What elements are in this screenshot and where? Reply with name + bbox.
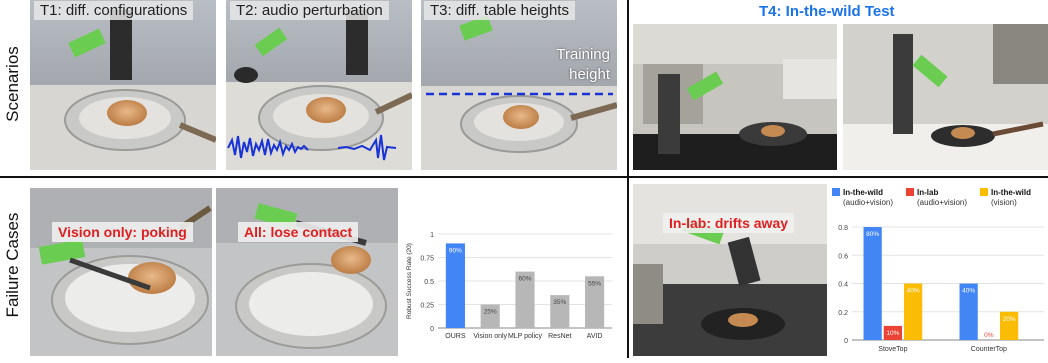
bar-data-label: 10% — [886, 330, 899, 337]
horizontal-divider — [0, 176, 1048, 178]
x-tick-label: ResNet — [548, 333, 571, 340]
legend-label: In-lab — [917, 188, 938, 197]
y-tick-label: 0.8 — [838, 225, 848, 232]
in-the-wild-photo-1 — [633, 24, 837, 170]
bar-data-label: 25% — [484, 309, 497, 316]
x-tick-label: StoveTop — [878, 346, 907, 353]
kitchen-scene-image — [226, 0, 412, 170]
failure-caption-in-lab: In-lab: drifts away — [663, 213, 795, 233]
robust-success-chart: Robust Success Rate (20) 0 0.25 0.5 0.75 1 90%… — [404, 226, 618, 356]
scenario-photo-t3 — [421, 0, 617, 170]
scenario-caption-t2: T2: audio perturbation — [230, 1, 389, 20]
failure-scene-image — [633, 184, 827, 356]
failure-caption-lose-contact: All: lose contact — [238, 222, 359, 242]
bar-data-label: 40% — [962, 288, 975, 295]
y-axis-label: Robust Success Rate (20) — [406, 243, 413, 319]
scenario-caption-t4: T4: In-the-wild Test — [759, 3, 895, 20]
y-tick-label: 0.6 — [838, 253, 848, 260]
wild-vs-lab-chart: In-the-wild (audio+vision) In-lab (audio+vi… — [830, 182, 1048, 358]
wild-vs-lab-chart-svg: In-the-wild(audio+vision)In-lab(audio+vi… — [832, 188, 1044, 353]
scenario-caption-t3: T3: diff. table heights — [424, 1, 575, 20]
failure-scene-image — [216, 188, 398, 356]
legend-label: In-the-wild — [991, 188, 1031, 197]
x-tick-label: OURS — [445, 333, 466, 340]
legend-sub-label: (audio+vision) — [843, 198, 893, 207]
y-tick-label: 0.25 — [420, 303, 434, 310]
bar-data-label: 0% — [984, 332, 994, 339]
y-tick-label: 0.5 — [424, 279, 434, 286]
legend-sub-label: (audio+vision) — [917, 198, 967, 207]
bar-data-label: 40% — [907, 288, 920, 295]
legend-swatch — [832, 188, 840, 196]
bar — [1000, 311, 1019, 340]
bar — [883, 325, 902, 340]
x-tick-label: CounterTop — [971, 346, 1007, 353]
scenario-photo-t2 — [226, 0, 412, 170]
bar — [585, 276, 605, 328]
robust-success-chart-svg: Robust Success Rate (20) 0 0.25 0.5 0.75 1 90%… — [406, 232, 612, 340]
bar-data-label: 20% — [1003, 316, 1016, 323]
in-the-wild-photo-2 — [843, 24, 1048, 170]
failure-photo-lose-contact — [216, 188, 398, 356]
y-tick-label: 0 — [844, 338, 848, 345]
bar — [550, 295, 570, 328]
failure-photo-vision-only — [30, 188, 212, 356]
failure-caption-vision-only: Vision only: poking — [52, 222, 193, 242]
y-tick-label: 0.4 — [838, 282, 848, 289]
y-tick-label: 1 — [430, 232, 434, 239]
kitchen-scene-image — [421, 0, 617, 170]
kitchen-scene-image — [30, 0, 216, 170]
bar-data-label: 80% — [866, 231, 879, 238]
bar-data-label: 35% — [553, 299, 566, 306]
bar-data-label: 60% — [518, 276, 531, 283]
x-tick-label: AVID — [587, 333, 603, 340]
legend-swatch — [906, 188, 914, 196]
legend-sub-label: (vision) — [991, 198, 1017, 207]
scenario-photo-t1 — [30, 0, 216, 170]
row-label-scenarios: Scenarios — [3, 46, 22, 122]
x-tick-label: Vision only — [473, 333, 507, 340]
training-height-annotation: Training height — [556, 46, 610, 83]
bar — [959, 283, 978, 340]
bar-data-label: 90% — [449, 247, 462, 254]
legend-swatch — [980, 188, 988, 196]
row-label-failure-cases: Failure Cases — [3, 212, 22, 318]
bar — [515, 271, 535, 328]
failure-scene-image — [30, 188, 212, 356]
y-tick-label: 0.2 — [838, 310, 848, 317]
failure-photo-in-lab — [633, 184, 827, 356]
bar — [480, 304, 500, 328]
y-tick-label: 0 — [430, 326, 434, 333]
bar-data-label: 55% — [588, 280, 601, 287]
kitchen-scene-image — [633, 24, 837, 170]
bar — [445, 243, 465, 328]
bar — [863, 227, 882, 340]
x-tick-label: MLP policy — [508, 333, 543, 340]
bar — [904, 283, 923, 340]
kitchen-scene-image — [843, 24, 1048, 170]
legend-label: In-the-wild — [843, 188, 883, 197]
scenario-caption-t1: T1: diff. configurations — [34, 1, 194, 20]
vertical-divider — [627, 0, 629, 358]
y-tick-label: 0.75 — [420, 256, 434, 263]
